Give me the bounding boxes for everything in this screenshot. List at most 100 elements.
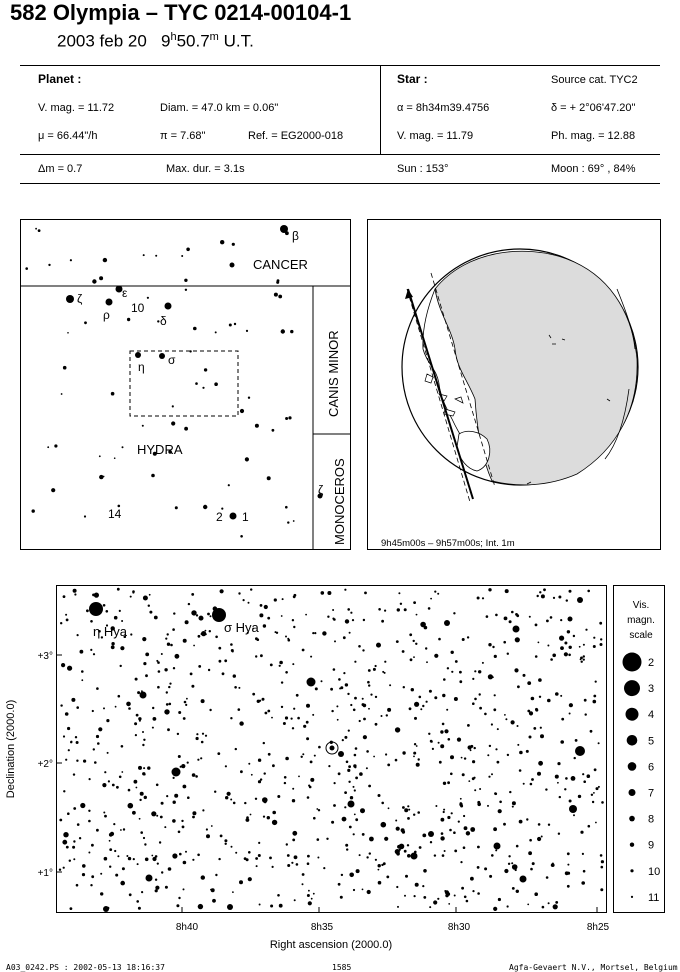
background-star	[100, 636, 104, 639]
background-star	[402, 686, 405, 689]
background-star	[545, 876, 549, 879]
background-star	[208, 630, 211, 633]
background-star	[272, 764, 275, 768]
background-star	[422, 704, 425, 708]
background-star	[218, 659, 222, 663]
background-star	[110, 645, 115, 650]
star-heading: Star :	[397, 72, 428, 86]
background-star	[484, 867, 488, 871]
background-star	[540, 594, 545, 599]
background-star	[72, 845, 76, 849]
background-star	[61, 663, 66, 668]
background-star	[260, 654, 263, 658]
background-star	[469, 749, 472, 752]
footer-credit: Agfa-Gevaert N.V., Mortsel, Belgium	[509, 963, 678, 972]
background-star	[151, 726, 154, 729]
main-star-chart: η Hya σ Hya +3° +2° +1° 8h40 8h35 8h30 8…	[5, 585, 610, 951]
background-star	[138, 717, 142, 721]
background-star	[466, 636, 470, 639]
background-star	[179, 852, 182, 856]
background-star	[166, 642, 171, 646]
scale-dot-3	[624, 680, 640, 697]
background-star	[332, 668, 336, 671]
background-star	[459, 670, 462, 674]
scale-dot-8	[629, 815, 635, 822]
background-star	[317, 856, 320, 859]
background-star	[340, 873, 344, 877]
background-star	[192, 858, 195, 861]
background-star	[522, 782, 525, 785]
star-declination: δ = + 2°06'47.20"	[551, 102, 636, 114]
background-star	[472, 702, 475, 705]
background-star	[433, 854, 437, 857]
background-star	[327, 615, 330, 618]
background-star	[210, 825, 213, 827]
background-star	[231, 650, 234, 653]
background-star	[582, 869, 586, 873]
background-star	[568, 645, 572, 649]
background-star	[62, 735, 66, 738]
background-star	[404, 894, 406, 897]
background-star	[90, 884, 93, 887]
background-star	[37, 229, 41, 232]
background-star	[481, 661, 484, 664]
background-star	[440, 744, 445, 749]
background-star	[230, 845, 233, 848]
background-star	[267, 616, 271, 620]
dec-tick-3: +3°	[38, 651, 53, 662]
background-star	[278, 294, 283, 299]
y-axis-label: Declination (2000.0)	[5, 700, 17, 798]
background-star	[191, 593, 195, 596]
background-star	[152, 451, 157, 456]
background-star	[471, 777, 475, 781]
background-star	[477, 800, 481, 804]
background-star	[167, 867, 172, 871]
background-star	[291, 861, 294, 864]
background-star	[462, 846, 466, 849]
dec-tick-1: +1°	[38, 868, 53, 879]
background-star	[111, 642, 115, 646]
background-star	[354, 660, 357, 663]
background-star	[75, 741, 79, 744]
background-star	[67, 812, 70, 815]
background-star	[100, 872, 103, 875]
background-star	[126, 317, 131, 322]
background-star	[503, 616, 508, 621]
background-star	[497, 809, 502, 814]
background-star	[587, 824, 591, 828]
background-star	[566, 630, 571, 634]
background-star	[493, 906, 498, 911]
background-star	[219, 834, 223, 838]
background-star	[443, 678, 446, 681]
southeast-asia-islands	[424, 373, 464, 417]
background-star	[511, 862, 514, 865]
background-star	[72, 588, 77, 593]
background-star	[539, 591, 542, 594]
background-star	[262, 797, 268, 803]
background-star	[597, 742, 600, 745]
background-star	[511, 801, 516, 806]
background-star	[227, 484, 230, 487]
background-star	[534, 892, 538, 896]
background-star	[203, 368, 208, 372]
background-star	[186, 761, 189, 764]
background-star	[337, 882, 341, 886]
background-star	[139, 791, 144, 796]
background-star	[80, 802, 86, 809]
background-star	[472, 760, 476, 764]
background-star	[461, 886, 464, 890]
background-star	[429, 906, 432, 909]
background-star	[98, 630, 101, 633]
background-star	[232, 674, 236, 678]
background-star	[141, 424, 144, 427]
background-star	[257, 854, 261, 857]
background-star	[174, 793, 179, 798]
background-star	[114, 705, 117, 708]
background-star	[142, 743, 145, 747]
background-star	[368, 707, 370, 710]
background-star	[454, 660, 458, 663]
background-star	[285, 417, 289, 420]
scale-rows: 2 3 4 5 6 7 8 9 10 11	[622, 652, 660, 904]
background-star	[70, 741, 73, 744]
background-star	[547, 644, 550, 647]
